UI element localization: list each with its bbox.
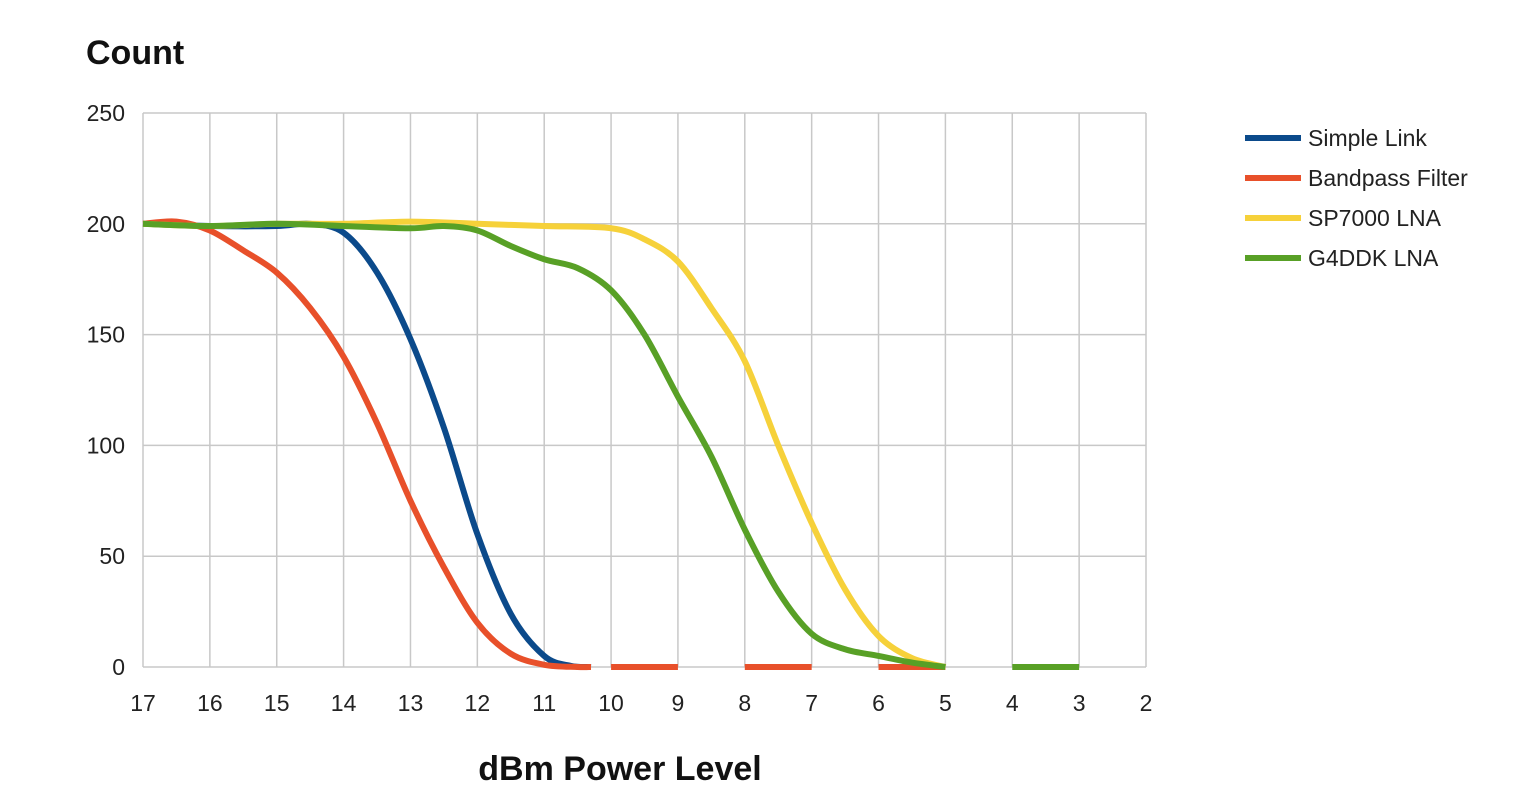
series-line-g4ddk-lna [142,220,946,670]
y-tick-label: 250 [87,100,125,126]
x-tick-label: 15 [264,690,290,716]
legend-label-simple-link: Simple Link [1308,125,1427,151]
x-tick-label: 3 [1073,690,1086,716]
y-tick-label: 100 [87,432,125,458]
x-tick-label: 16 [197,690,223,716]
x-tick-label: 17 [130,690,156,716]
x-tick-label: 14 [331,690,357,716]
series-lines [142,218,1080,671]
y-axis-title: Count [86,34,184,72]
x-tick-label: 2 [1140,690,1153,716]
series-line-bandpass-filter [142,218,592,671]
series-g4ddk-lna [142,220,1080,670]
legend-label-bandpass-filter: Bandpass Filter [1308,165,1468,191]
y-tick-label: 150 [87,322,125,348]
x-tick-label: 11 [532,690,556,716]
legend: Simple Link Bandpass Filter SP7000 LNA G4DD… [1245,125,1468,271]
gridlines [142,112,1147,668]
x-tick-label: 13 [398,690,424,716]
x-tick-label: 10 [598,690,624,716]
y-tick-label: 50 [99,543,125,569]
x-axis-title: dBm Power Level [478,750,761,788]
legend-label-sp7000-lna: SP7000 LNA [1308,205,1442,231]
x-tick-label: 9 [672,690,685,716]
x-tick-label: 4 [1006,690,1019,716]
legend-label-g4ddk-lna: G4DDK LNA [1308,245,1439,271]
y-tick-label: 200 [87,211,125,237]
y-axis-ticks: 0 50 100 150 200 250 [87,100,125,680]
x-tick-label: 8 [738,690,751,716]
x-tick-label: 6 [872,690,885,716]
y-tick-label: 0 [112,654,125,680]
x-axis-ticks: 17 16 15 14 13 12 11 10 9 8 7 6 5 4 3 2 [130,690,1152,716]
x-tick-label: 12 [465,690,491,716]
x-tick-label: 7 [805,690,818,716]
x-tick-label: 5 [939,690,952,716]
